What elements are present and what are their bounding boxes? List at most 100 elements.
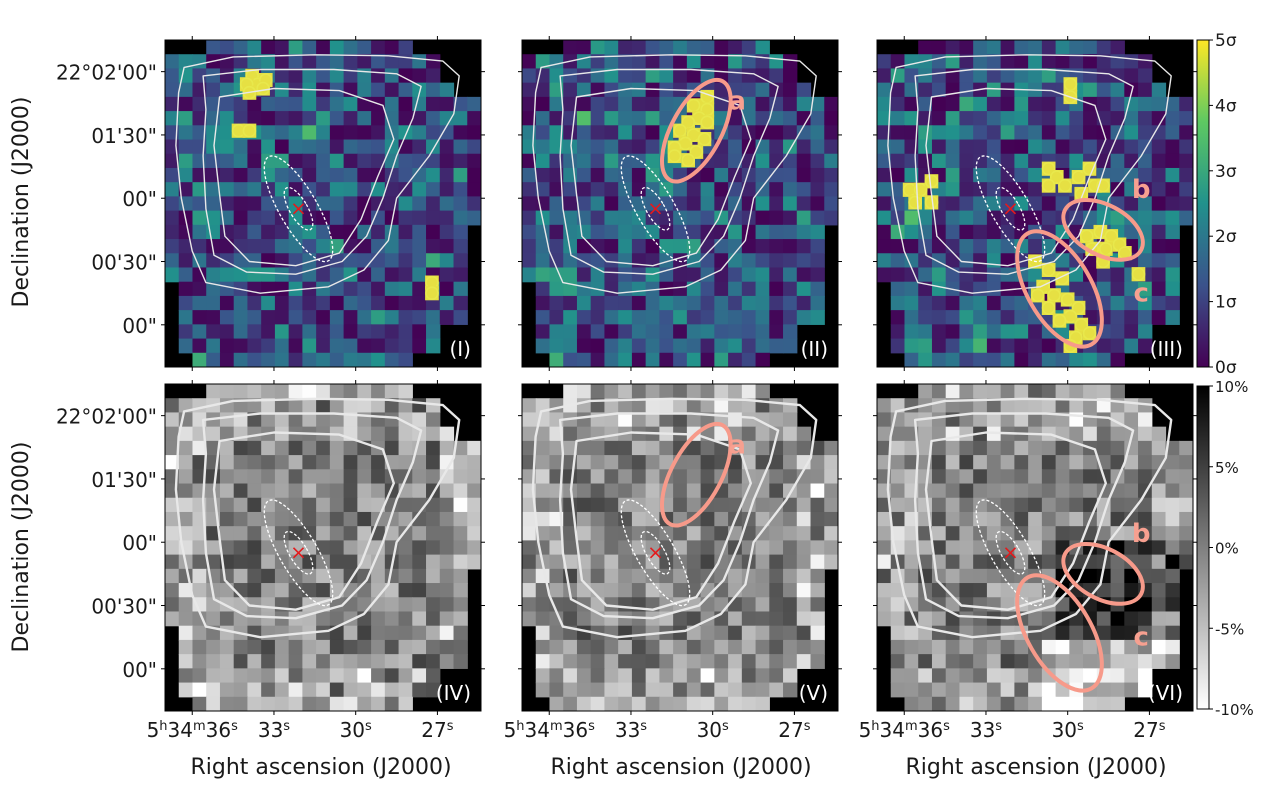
pixel xyxy=(769,196,784,212)
pixel xyxy=(783,111,798,126)
pixel xyxy=(686,196,702,212)
pixel xyxy=(412,253,427,269)
pixel xyxy=(714,253,729,269)
pixel xyxy=(959,125,974,141)
pixel xyxy=(192,682,207,698)
significant-pixel xyxy=(1063,77,1078,92)
pixel xyxy=(398,338,413,354)
pixel xyxy=(412,125,427,141)
pixel xyxy=(329,267,345,283)
pixel xyxy=(192,111,207,126)
pixel xyxy=(783,182,798,197)
pixel xyxy=(618,469,633,485)
pixel xyxy=(576,440,592,456)
pixel xyxy=(618,639,633,655)
pixel xyxy=(535,469,551,485)
pixel xyxy=(178,526,194,541)
pixel xyxy=(329,526,345,541)
pixel xyxy=(1151,568,1167,584)
pixel xyxy=(1138,54,1153,70)
pixel xyxy=(631,511,647,527)
pixel xyxy=(426,511,441,527)
pixel xyxy=(741,352,757,367)
pixel xyxy=(412,611,427,627)
significant-pixel xyxy=(1041,262,1056,277)
pixel xyxy=(918,96,933,112)
pixel xyxy=(659,310,674,325)
pixel xyxy=(631,68,647,84)
pixel xyxy=(357,82,372,98)
pixel xyxy=(371,597,386,613)
pixel xyxy=(535,568,551,584)
center-cross-marker xyxy=(649,203,662,215)
pixel xyxy=(904,554,919,570)
pixel xyxy=(931,153,947,169)
pixel xyxy=(1179,440,1193,456)
pixel xyxy=(1110,167,1125,183)
pixel xyxy=(973,281,988,297)
pixel xyxy=(288,639,303,655)
pixel xyxy=(1014,153,1029,169)
pixel xyxy=(1110,267,1125,283)
pixel xyxy=(824,455,838,470)
pixel xyxy=(453,455,468,470)
pixel xyxy=(986,352,1002,367)
pixel xyxy=(604,338,619,354)
pixel xyxy=(426,526,441,541)
pixel xyxy=(618,455,633,470)
pixel xyxy=(824,483,838,499)
pixel xyxy=(945,338,961,354)
pixel xyxy=(714,625,729,641)
colorbar-significance-label: 3σ xyxy=(1215,162,1237,182)
pixel xyxy=(931,111,947,126)
pixel xyxy=(686,224,702,240)
pixel xyxy=(1000,324,1015,340)
pixel xyxy=(700,511,715,527)
pixel xyxy=(343,639,358,655)
pixel xyxy=(986,310,1002,325)
pixel xyxy=(371,625,386,641)
dec-tick-label: 22°02'00" xyxy=(56,61,157,85)
pixel xyxy=(1110,281,1125,297)
pixel xyxy=(192,526,207,541)
pixel xyxy=(728,483,743,499)
pixel xyxy=(945,167,961,183)
pixel xyxy=(890,426,906,442)
pixel xyxy=(959,295,974,311)
pixel xyxy=(673,224,688,240)
pixel xyxy=(426,338,441,354)
pixel xyxy=(645,526,660,541)
pixel xyxy=(686,384,702,399)
pixel xyxy=(986,224,1002,240)
pixel xyxy=(1014,668,1029,684)
pixel xyxy=(439,611,455,627)
pixel xyxy=(796,196,812,212)
pixel xyxy=(986,483,1002,499)
pixel xyxy=(986,139,1002,155)
pixel xyxy=(631,125,647,141)
pixel xyxy=(769,597,784,613)
pixel xyxy=(783,125,798,141)
pixel xyxy=(398,696,413,711)
pixel xyxy=(192,253,207,269)
pixel xyxy=(714,526,729,541)
pixel xyxy=(233,324,249,340)
pixel xyxy=(931,125,947,141)
pixel xyxy=(890,469,906,485)
pixel xyxy=(343,682,358,698)
pixel xyxy=(918,139,933,155)
pixel xyxy=(796,295,812,311)
pixel xyxy=(178,267,194,283)
pixel xyxy=(302,111,317,126)
pixel xyxy=(1000,526,1015,541)
pixel xyxy=(945,239,961,254)
pixel xyxy=(1055,253,1070,269)
pixel xyxy=(796,239,812,254)
pixel xyxy=(302,210,317,226)
pixel xyxy=(206,267,221,283)
pixel xyxy=(1124,668,1139,684)
pixel xyxy=(165,526,180,541)
pixel xyxy=(178,167,194,183)
pixel xyxy=(288,54,303,70)
pixel xyxy=(931,295,947,311)
